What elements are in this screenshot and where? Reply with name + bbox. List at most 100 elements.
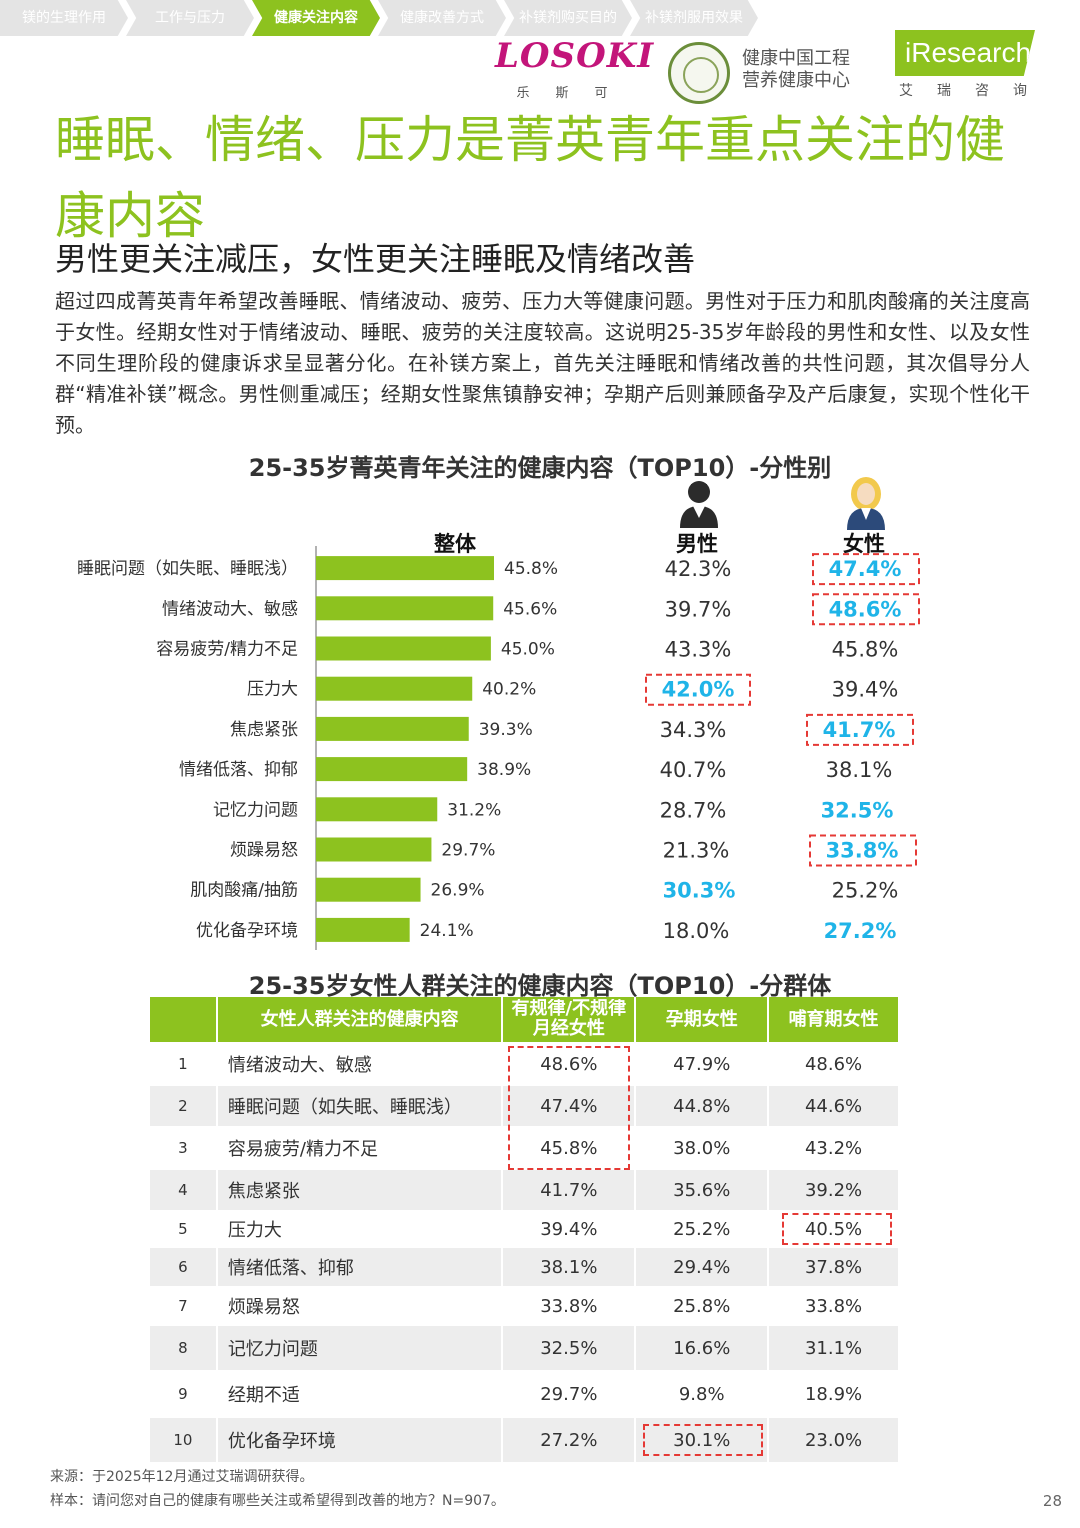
table-cell-menstrual: 29.7% — [502, 1370, 637, 1418]
chart1-male-value: 28.7% — [660, 798, 727, 822]
chart1-bar-value-label: 39.3% — [479, 720, 533, 740]
chart1-bar-overall — [316, 596, 494, 621]
table-row: 6 情绪低落、抑郁 38.1% 29.4% 37.8% — [150, 1248, 900, 1286]
chart1-category-label: 睡眠问题（如失眠、睡眠浅） — [77, 559, 298, 579]
chart1-category-label: 情绪低落、抑郁 — [179, 760, 298, 780]
table-cell-nursing: 43.2% — [768, 1126, 900, 1170]
chart1-male-value: 43.3% — [665, 638, 732, 662]
chart1-bar-overall — [316, 837, 432, 862]
chart1-bar-overall — [316, 636, 491, 661]
nav-tab-4[interactable]: 健康改善方式 — [378, 0, 506, 36]
table-cell-rank: 7 — [150, 1286, 218, 1326]
table-cell-menstrual: 32.5% — [502, 1326, 637, 1370]
table-cell-item: 情绪波动大、敏感 — [216, 1042, 504, 1086]
table-row: 7 烦躁易怒 33.8% 25.8% 33.8% — [150, 1286, 900, 1326]
table-cell-nursing: 23.0% — [768, 1418, 900, 1462]
chart1-bar-value-label: 45.0% — [501, 640, 555, 660]
table-row: 5 压力大 39.4% 25.2% 40.5% — [150, 1210, 900, 1248]
table-cell-item: 容易疲劳/精力不足 — [216, 1126, 504, 1170]
losoki-logo: LOSOKI 乐斯可 — [495, 36, 653, 101]
table-cell-pregnant: 47.9% — [635, 1042, 770, 1086]
table-row: 4 焦虑紧张 41.7% 35.6% 39.2% — [150, 1170, 900, 1210]
table-cell-pregnant: 44.8% — [635, 1086, 770, 1126]
female-group-table: 女性人群关注的健康内容 有规律/不规律月经女性 孕期女性 哺育期女性 1 情绪波动… — [150, 997, 900, 1462]
chart1-male-value: 30.3% — [663, 879, 736, 903]
gender-bar-chart: 睡眠问题（如失眠、睡眠浅） 45.8% 42.3% 47.4% 情绪波动大、敏感 45.6… — [77, 546, 920, 950]
chart1-male-value: 39.7% — [665, 597, 732, 621]
table-cell-nursing: 33.8% — [768, 1286, 900, 1326]
chart1-bar-value-label: 45.6% — [503, 599, 557, 619]
chart1-category-label: 肌肉酸痛/抽筋 — [190, 881, 298, 901]
table-cell-rank: 8 — [150, 1326, 218, 1370]
table-cell-item: 经期不适 — [216, 1370, 504, 1418]
table-cell-menstrual: 48.6% — [502, 1042, 637, 1086]
table-cell-nursing: 48.6% — [768, 1042, 900, 1086]
table-cell-pregnant: 29.4% — [635, 1248, 770, 1286]
chart1-bar-overall — [316, 676, 473, 701]
table-cell-rank: 9 — [150, 1370, 218, 1418]
iresearch-logo-text: iResearch — [895, 30, 1035, 76]
table-row: 3 容易疲劳/精力不足 45.8% 38.0% 43.2% — [150, 1126, 900, 1170]
chart1-female-highlight-box — [812, 553, 920, 586]
table-header-row: 女性人群关注的健康内容 有规律/不规律月经女性 孕期女性 哺育期女性 — [150, 997, 900, 1042]
chart1-female-value: 32.5% — [821, 798, 894, 822]
table-header-menstrual: 有规律/不规律月经女性 — [502, 997, 637, 1042]
table-cell-pregnant: 38.0% — [635, 1126, 770, 1170]
chart1-female-highlight-box — [812, 593, 920, 626]
chart1-female-highlight-box — [809, 834, 917, 867]
health-org-name: 健康中国工程 营养健康中心 — [742, 48, 850, 92]
table-cell-item: 焦虑紧张 — [216, 1170, 504, 1210]
table-cell-rank: 4 — [150, 1170, 218, 1210]
chart1-bar-value-label: 29.7% — [441, 841, 495, 861]
chart1-female-value: 45.8% — [832, 638, 899, 662]
chart1-female-value: 25.2% — [832, 879, 899, 903]
summary-paragraph: 超过四成菁英青年希望改善睡眠、情绪波动、疲劳、压力大等健康问题。男性对于压力和肌… — [55, 289, 1030, 437]
footer-source: 来源：于2025年12月通过艾瑞调研获得。 — [50, 1469, 314, 1485]
nav-tab-3[interactable]: 健康关注内容 — [252, 0, 380, 36]
table-row: 10 优化备孕环境 27.2% 30.1% 23.0% — [150, 1418, 900, 1462]
footer-sample: 样本：请问您对自己的健康有哪些关注或希望得到改善的地方？N=907。 — [50, 1493, 505, 1509]
chart1-female-value: 47.4% — [829, 557, 902, 581]
chart1-bar-overall — [316, 556, 494, 581]
table-row: 8 记忆力问题 32.5% 16.6% 31.1% — [150, 1326, 900, 1370]
table-cell-rank: 5 — [150, 1210, 218, 1248]
table-row: 2 睡眠问题（如失眠、睡眠浅） 47.4% 44.8% 44.6% — [150, 1086, 900, 1126]
nav-tab-5[interactable]: 补镁剂购买目的 — [504, 0, 632, 36]
table-cell-nursing: 31.1% — [768, 1326, 900, 1370]
table-header-rank — [150, 997, 218, 1042]
table-cell-nursing: 18.9% — [768, 1370, 900, 1418]
table-header-menstrual-text: 有规律/不规律月经女性 — [511, 998, 627, 1039]
table-cell-pregnant: 16.6% — [635, 1326, 770, 1370]
chart1-male-value: 42.0% — [662, 678, 735, 702]
table-header-item: 女性人群关注的健康内容 — [216, 997, 504, 1042]
column-header-female: 女性 — [843, 532, 885, 556]
table-cell-pregnant: 9.8% — [635, 1370, 770, 1418]
chart1-male-value: 34.3% — [660, 718, 727, 742]
chart1-male-value: 40.7% — [660, 758, 727, 782]
table-cell-pregnant: 25.8% — [635, 1286, 770, 1326]
nav-tab-6[interactable]: 补镁剂服用效果 — [630, 0, 758, 36]
chart1-female-highlight-box — [806, 713, 914, 746]
chart1-category-label: 烦躁易怒 — [230, 841, 298, 861]
table-cell-nursing: 39.2% — [768, 1170, 900, 1210]
chart1-category-label: 焦虑紧张 — [230, 720, 298, 740]
table-cell-menstrual: 33.8% — [502, 1286, 637, 1326]
table-cell-menstrual: 47.4% — [502, 1086, 637, 1126]
table-cell-item: 优化备孕环境 — [216, 1418, 504, 1462]
table-row: 9 经期不适 29.7% 9.8% 18.9% — [150, 1370, 900, 1418]
table-cell-nursing: 37.8% — [768, 1248, 900, 1286]
nav-tab-2[interactable]: 工作与压力 — [126, 0, 254, 36]
chart1-male-highlight-box — [645, 673, 751, 706]
chart1-bar-value-label: 45.8% — [504, 559, 558, 579]
chart1-female-value: 39.4% — [832, 678, 899, 702]
iresearch-logo: iResearch 艾瑞咨询 — [895, 30, 1051, 100]
table-cell-nursing: 44.6% — [768, 1086, 900, 1126]
table-cell-menstrual: 41.7% — [502, 1170, 637, 1210]
losoki-logo-subtext: 乐斯可 — [516, 86, 634, 101]
chart1-category-label: 情绪波动大、敏感 — [162, 599, 298, 619]
chart1-bar-value-label: 31.2% — [447, 800, 501, 820]
page-title: 睡眠、情绪、压力是菁英青年重点关注的健康内容 — [55, 111, 1005, 245]
table-cell-rank: 3 — [150, 1126, 218, 1170]
table-cell-menstrual: 45.8% — [502, 1126, 637, 1170]
nav-tab-1[interactable]: 镁的生理作用 — [0, 0, 128, 36]
